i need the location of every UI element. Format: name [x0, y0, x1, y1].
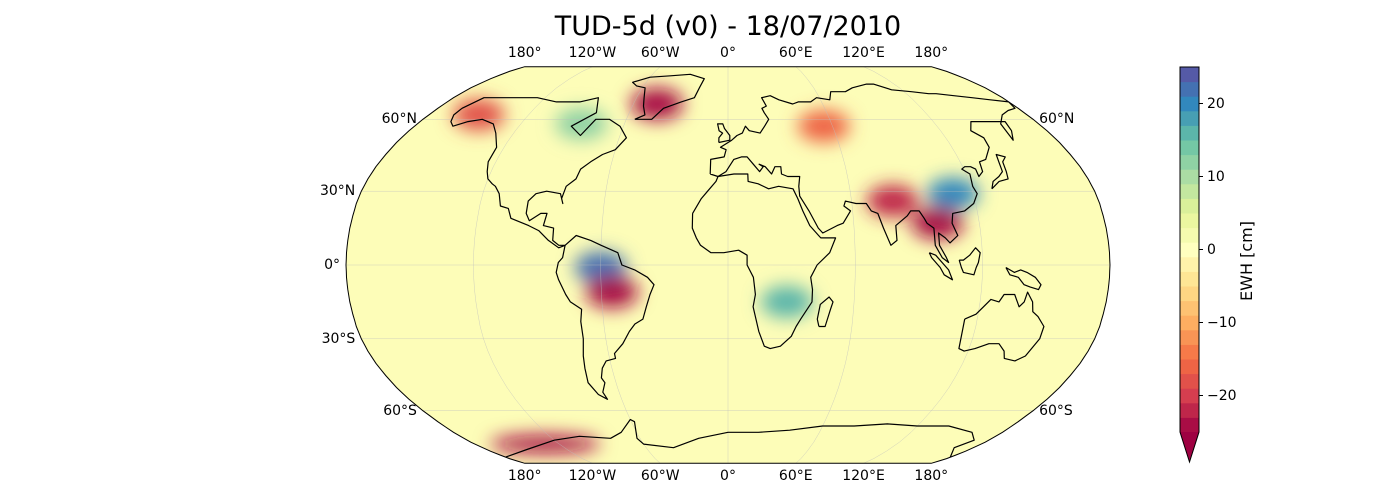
colorbar-ticks	[1199, 103, 1203, 396]
colorbar-band	[1180, 373, 1199, 389]
map-border	[345, 66, 1111, 464]
lon-label: 60°W	[640, 45, 680, 61]
lon-label: 120°E	[842, 45, 885, 61]
colorbar-band	[1180, 402, 1199, 418]
colorbar-band	[1180, 242, 1199, 258]
anomaly-hudson-bay	[555, 107, 608, 140]
colorbar-tick-label: 20	[1207, 95, 1225, 112]
colorbar-band	[1180, 110, 1199, 126]
lat-label: 30°N	[319, 183, 356, 200]
colorbar-frame	[1179, 66, 1200, 464]
anomaly-india-north	[866, 185, 919, 218]
lon-label: 180°	[507, 468, 542, 484]
anomaly-amazon-south	[585, 276, 638, 309]
colorbar-band	[1180, 140, 1199, 156]
lon-label: 60°W	[640, 468, 680, 484]
colorbar-band	[1180, 183, 1199, 199]
lat-label: 60°N	[381, 111, 417, 128]
lon-label: 0°	[720, 468, 736, 484]
coastlines	[450, 73, 1045, 458]
colorbar-band	[1180, 256, 1199, 272]
lon-label: 120°E	[842, 468, 885, 484]
lat-label: 60°N	[1039, 111, 1075, 128]
colorbar-tick-label: −10	[1207, 314, 1237, 331]
colorbar-tick-label: −20	[1207, 387, 1237, 404]
colorbar-bands	[1180, 67, 1199, 462]
lon-label: 180°	[914, 468, 949, 484]
lon-label: 180°	[507, 45, 542, 61]
colorbar-label: EWH [cm]	[1236, 221, 1256, 301]
lon-label: 180°	[914, 45, 949, 61]
lon-label: 0°	[720, 45, 736, 61]
colorbar-band	[1180, 315, 1199, 331]
colorbar-band	[1180, 388, 1199, 404]
colorbar-band	[1180, 154, 1199, 170]
colorbar-band	[1180, 344, 1199, 360]
colorbar-extend	[1180, 432, 1199, 462]
lat-label: 60°S	[1039, 402, 1073, 419]
colorbar-band	[1180, 125, 1199, 141]
lon-label: 120°W	[568, 468, 617, 484]
anomaly-yangtze	[926, 177, 979, 210]
colorbar-band	[1180, 286, 1199, 302]
colorbar-band	[1180, 329, 1199, 345]
colorbar-band	[1180, 417, 1199, 433]
anomaly-indochina	[911, 207, 964, 240]
lat-label: 60°S	[383, 402, 417, 419]
colorbar-band	[1180, 169, 1199, 185]
lon-label: 120°W	[568, 45, 617, 61]
lon-label: 60°E	[778, 468, 813, 484]
colorbar-band	[1180, 300, 1199, 316]
colorbar-tick-label: 10	[1207, 168, 1225, 185]
colorbar-band	[1180, 227, 1199, 243]
colorbar-band	[1180, 198, 1199, 214]
anomaly-zambezi	[760, 285, 813, 318]
colorbar-band	[1180, 359, 1199, 375]
colorbar-tick-label: 0	[1207, 241, 1216, 258]
anomaly-antarctica-west	[490, 435, 601, 454]
colorbar-band	[1180, 271, 1199, 287]
anomaly-ural	[797, 110, 850, 143]
colorbar-band	[1180, 67, 1199, 83]
colorbar-band	[1180, 213, 1199, 229]
colorbar-band	[1180, 96, 1199, 112]
lon-label: 60°E	[778, 45, 813, 61]
map-title: TUD-5d (v0) - 18/07/2010	[554, 11, 902, 42]
lat-label: 0°	[324, 257, 341, 273]
lat-label: 30°S	[321, 330, 356, 347]
colorbar-band	[1180, 81, 1199, 97]
